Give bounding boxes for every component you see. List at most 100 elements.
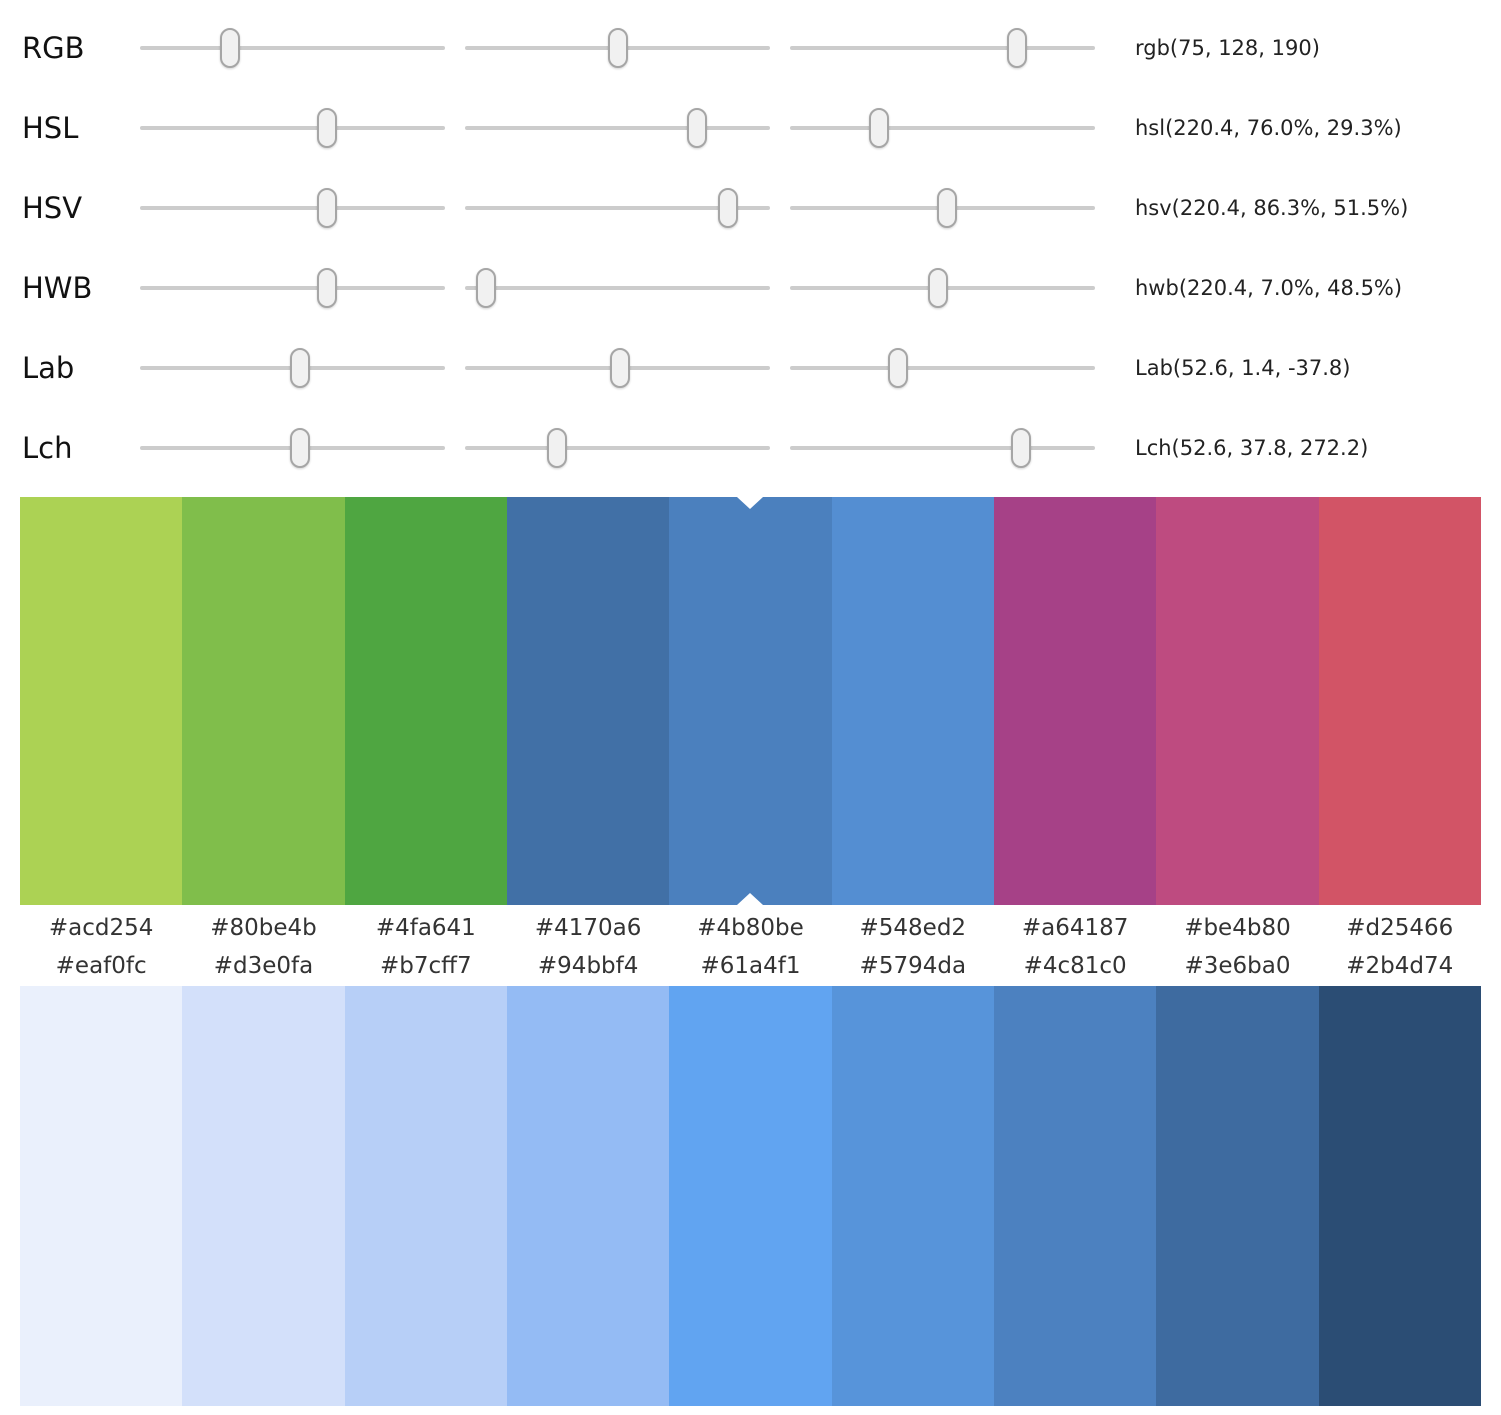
swatch-hex-label: #2b4d74 [1346, 953, 1454, 979]
swatch-hex-label: #4170a6 [534, 915, 642, 941]
slider-thumb[interactable] [609, 348, 630, 388]
scale-hex-labels: #eaf0fc #d3e0fa #b7cff7 #94bbf4 #61a4f1 … [20, 952, 1481, 986]
slider-thumb[interactable] [316, 188, 337, 228]
selected-marker-bottom-icon [737, 893, 764, 905]
slider-track [790, 126, 1095, 130]
slider-row-hwb: HWB hwb(220.4, 7.0%, 48.5%) [0, 248, 1501, 328]
selected-marker-top-icon [737, 497, 764, 509]
slider-thumb[interactable] [290, 348, 311, 388]
slider-row-rgb: RGB rgb(75, 128, 190) [0, 8, 1501, 88]
slider-track [140, 126, 445, 130]
scale-swatch[interactable] [344, 986, 507, 1406]
slider-thumb[interactable] [219, 28, 240, 68]
scale-swatch[interactable] [669, 986, 832, 1406]
slider-row-label: Lab [22, 351, 75, 385]
lab-a-slider[interactable] [465, 346, 770, 390]
palette-swatch[interactable] [1156, 497, 1319, 905]
swatch-hex-label: #be4b80 [1184, 915, 1291, 941]
slider-track [140, 286, 445, 290]
palette-swatch[interactable] [1318, 497, 1481, 905]
swatch-hex-label: #5794da [859, 953, 967, 979]
harmony-hex-labels: #acd254 #80be4b #4fa641 #4170a6 #4b80be … [20, 905, 1481, 952]
scale-swatch[interactable] [831, 986, 994, 1406]
slider-track [465, 126, 770, 130]
slider-thumb[interactable] [1010, 428, 1031, 468]
tint-shade-scale-strip [20, 986, 1481, 1406]
scale-swatch[interactable] [506, 986, 670, 1406]
slider-thumb[interactable] [608, 28, 629, 68]
palette-swatch[interactable] [506, 497, 670, 905]
hsl-l-slider[interactable] [790, 106, 1095, 150]
swatch-hex-label: #4c81c0 [1023, 953, 1127, 979]
slider-row-lch: Lch Lch(52.6, 37.8, 272.2) [0, 408, 1501, 488]
swatch-hex-label: #548ed2 [859, 915, 967, 941]
slider-thumb[interactable] [686, 108, 707, 148]
slider-track [465, 206, 770, 210]
slider-thumb[interactable] [927, 268, 948, 308]
rgb-r-slider[interactable] [140, 26, 445, 70]
slider-row-label: RGB [22, 31, 85, 65]
swatch-hex-label: #a64187 [1021, 915, 1129, 941]
lch-c-slider[interactable] [465, 426, 770, 470]
slider-track [790, 46, 1095, 50]
slider-thumb[interactable] [290, 428, 311, 468]
slider-thumb[interactable] [869, 108, 890, 148]
rgb-g-slider[interactable] [465, 26, 770, 70]
slider-value: hsl(220.4, 76.0%, 29.3%) [1135, 116, 1402, 140]
scale-swatch[interactable] [993, 986, 1157, 1406]
slider-value: Lch(52.6, 37.8, 272.2) [1135, 436, 1369, 460]
hsv-v-slider[interactable] [790, 186, 1095, 230]
swatch-hex-label: #4b80be [697, 915, 804, 941]
palette-swatch[interactable] [20, 497, 183, 905]
slider-thumb[interactable] [316, 108, 337, 148]
slider-thumb[interactable] [718, 188, 739, 228]
slider-row-label: HSL [22, 111, 79, 145]
slider-thumb[interactable] [937, 188, 958, 228]
palette-swatch-selected[interactable] [669, 497, 832, 905]
hwb-w-slider[interactable] [465, 266, 770, 310]
swatch-hex-label: #61a4f1 [700, 953, 801, 979]
slider-thumb[interactable] [547, 428, 568, 468]
slider-value: Lab(52.6, 1.4, -37.8) [1135, 356, 1351, 380]
scale-swatch[interactable] [182, 986, 345, 1406]
harmony-palette-strip [20, 497, 1481, 905]
hwb-b-slider[interactable] [790, 266, 1095, 310]
slider-thumb[interactable] [1007, 28, 1028, 68]
swatch-hex-label: #4fa641 [375, 915, 476, 941]
hsv-h-slider[interactable] [140, 186, 445, 230]
swatch-hex-label: #80be4b [210, 915, 317, 941]
scale-swatch[interactable] [1156, 986, 1319, 1406]
slider-row-lab: Lab Lab(52.6, 1.4, -37.8) [0, 328, 1501, 408]
rgb-b-slider[interactable] [790, 26, 1095, 70]
slider-row-label: Lch [22, 431, 73, 465]
swatch-hex-label: #b7cff7 [380, 953, 472, 979]
palette-swatch[interactable] [831, 497, 994, 905]
color-sliders-panel: RGB rgb(75, 128, 190) HSL hsl(220.4, [0, 0, 1501, 488]
palette-swatch[interactable] [344, 497, 507, 905]
palette-swatch[interactable] [182, 497, 345, 905]
slider-row-label: HWB [22, 271, 93, 305]
slider-track [465, 286, 770, 290]
slider-track [790, 446, 1095, 450]
hsl-h-slider[interactable] [140, 106, 445, 150]
slider-value: hsv(220.4, 86.3%, 51.5%) [1135, 196, 1409, 220]
palette-swatch[interactable] [993, 497, 1157, 905]
slider-track [465, 446, 770, 450]
slider-value: rgb(75, 128, 190) [1135, 36, 1320, 60]
slider-thumb[interactable] [476, 268, 497, 308]
scale-swatch[interactable] [1318, 986, 1481, 1406]
hsv-s-slider[interactable] [465, 186, 770, 230]
lch-h-slider[interactable] [790, 426, 1095, 470]
swatch-hex-label: #acd254 [48, 915, 154, 941]
slider-thumb[interactable] [887, 348, 908, 388]
hwb-h-slider[interactable] [140, 266, 445, 310]
slider-row-hsv: HSV hsv(220.4, 86.3%, 51.5%) [0, 168, 1501, 248]
lch-l-slider[interactable] [140, 426, 445, 470]
lab-l-slider[interactable] [140, 346, 445, 390]
slider-value: hwb(220.4, 7.0%, 48.5%) [1135, 276, 1403, 300]
slider-thumb[interactable] [316, 268, 337, 308]
scale-swatch[interactable] [20, 986, 183, 1406]
hsl-s-slider[interactable] [465, 106, 770, 150]
lab-b-slider[interactable] [790, 346, 1095, 390]
slider-row-label: HSV [22, 191, 83, 225]
